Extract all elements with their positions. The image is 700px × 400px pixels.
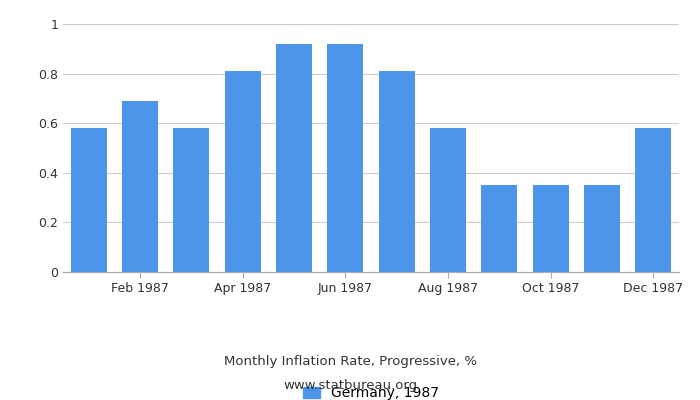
- Text: Monthly Inflation Rate, Progressive, %: Monthly Inflation Rate, Progressive, %: [223, 356, 477, 368]
- Bar: [636, 128, 671, 272]
- Bar: [276, 44, 312, 272]
- Bar: [225, 72, 260, 272]
- Bar: [584, 185, 620, 272]
- Bar: [174, 128, 209, 272]
- Bar: [71, 128, 106, 272]
- Bar: [482, 185, 517, 272]
- Legend: Germany, 1987: Germany, 1987: [303, 386, 439, 400]
- Bar: [379, 72, 414, 272]
- Bar: [328, 44, 363, 272]
- Bar: [430, 128, 466, 272]
- Text: www.statbureau.org: www.statbureau.org: [283, 380, 417, 392]
- Bar: [122, 101, 158, 272]
- Bar: [533, 185, 568, 272]
